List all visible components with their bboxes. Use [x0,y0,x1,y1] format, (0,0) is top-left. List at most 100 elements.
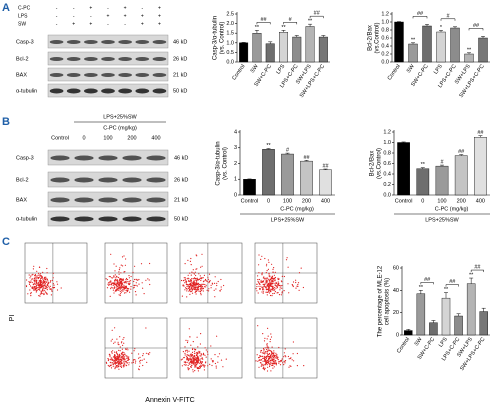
flow-event [264,364,266,366]
flow-event [257,279,259,281]
flow-event [264,347,266,349]
flow-event [116,289,118,291]
flow-event [118,368,120,370]
flow-event [118,364,120,366]
flow-event [42,271,44,273]
flow-event [200,292,202,294]
flow-event [267,285,270,287]
flow-event [138,353,140,355]
flow-event [268,363,270,365]
flow-event [121,278,123,280]
flow-event [114,366,116,368]
flow-event [135,360,137,362]
bar [435,165,449,196]
flow-event [43,284,46,286]
flow-event [125,292,127,294]
flow-event [273,292,275,294]
flow-event [145,327,147,329]
x-tick-label: 100 [283,198,292,204]
flow-event [217,361,219,363]
flow-event [292,284,294,287]
flow-event [46,267,48,270]
flow-event [142,355,144,357]
flow-event [192,269,194,271]
flow-event [39,273,42,275]
flow-event [128,364,130,366]
treatment-sign: - [56,5,58,11]
flow-event [186,296,188,298]
flow-event [195,286,197,289]
flow-event [263,352,265,354]
flow-event [268,284,270,286]
flow-event [268,289,270,292]
flow-event [31,274,33,276]
protein-label: Casp-3 [16,155,34,161]
flow-event [199,362,201,364]
flow-event [215,365,217,367]
flow-event [192,272,194,274]
flow-event [191,360,193,362]
flow-event [139,356,141,358]
flow-event [119,365,121,367]
flow-event [195,268,197,270]
flow-event [109,355,111,357]
flow-event [149,283,151,286]
flow-event [270,350,272,352]
flow-event [199,284,201,286]
flow-event [126,364,128,366]
flow-event [113,287,115,289]
flow-event [46,272,48,274]
flow-event [134,284,136,287]
flow-event [261,363,263,365]
flow-event [143,358,145,360]
flow-event [121,286,124,288]
y-axis-label: Casp-3/α-tubulin [213,16,219,60]
treatment-sign: - [73,5,75,11]
bar [441,297,451,336]
flow-event [37,274,39,276]
y-tick-label: 0.8 [381,27,389,33]
flow-event [264,358,266,360]
flow-event [264,367,266,369]
flow-event [183,361,185,363]
flow-event [196,277,198,279]
flow-event [278,362,280,364]
flow-event [194,290,197,292]
flow-event [119,286,121,288]
flow-event [277,292,279,294]
flow-event [268,283,270,285]
flow-event [46,289,48,291]
flow-event [257,280,259,283]
flow-event [122,288,124,290]
flow-event [303,365,305,367]
flow-y-label: PI [9,315,16,322]
flow-event [117,366,119,368]
flow-event [127,349,129,351]
flow-event [270,333,272,335]
treatment-sign: - [73,13,75,19]
flow-event [199,367,201,369]
flow-event [186,361,188,363]
significance: ** [469,273,474,279]
bar [252,33,262,63]
flow-event [110,367,113,369]
flow-event [118,355,120,357]
flow-event [32,273,34,275]
blot-band [74,177,94,183]
flow-event [30,291,32,294]
flow-event [216,284,218,287]
flow-event [267,268,269,270]
flow-event [35,291,37,293]
flow-event [189,272,191,274]
flow-event [134,348,136,350]
flow-event [266,348,268,351]
flow-event [128,358,130,360]
y-axis-label: Bcl-2/Bax [370,151,376,177]
flow-event [266,346,268,348]
flow-event [197,282,200,284]
flow-event [199,275,201,277]
flow-event [42,278,44,280]
bar [265,43,275,63]
x-tick-label: Control [231,64,246,82]
y-axis-label: Casp-3/α-tubulin [216,141,222,185]
